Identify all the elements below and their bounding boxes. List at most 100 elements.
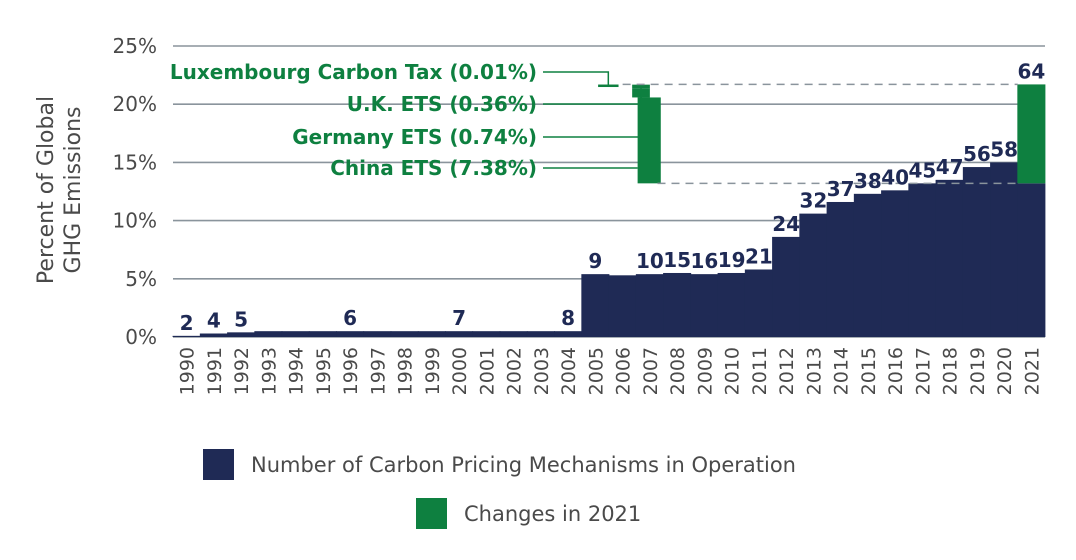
bar-value-label: 16 [690,249,718,273]
bar-2013 [799,213,828,337]
x-tick-label: 2015 [858,347,880,395]
bar-2016 [881,190,910,337]
bar-value-label: 9 [588,249,602,273]
x-tick-label: 1990 [177,347,199,395]
bar-2002 [499,331,528,337]
bar-1994 [281,331,310,337]
x-tick-label: 2011 [749,347,771,395]
bar-2009 [690,274,719,337]
y-tick-label: 0% [125,325,157,349]
x-tick-label: 1999 [422,347,444,395]
bar-value-label: 15 [663,248,691,272]
x-tick-label: 1991 [204,347,226,395]
bar-value-label: 6 [343,306,357,330]
bar-1992 [227,332,256,337]
x-tick-label: 2008 [667,347,689,395]
bar-1990 [172,335,201,337]
y-axis-label-line-1: Percent of Global [34,96,59,284]
bar-2000 [445,331,474,337]
bar-2004 [554,331,583,337]
legend: Number of Carbon Pricing Mechanisms in O… [203,449,796,529]
bar-2007 [635,274,664,337]
change-label: Luxembourg Carbon Tax (0.01%) [170,60,537,84]
bar-1991 [199,333,228,337]
bar-2005 [581,274,610,337]
x-tick-label: 1996 [340,347,362,395]
legend-swatch [203,449,234,480]
x-tick-label: 1993 [258,347,280,395]
bar-value-label: 32 [799,189,827,213]
x-tick-label: 1995 [313,347,335,395]
bar-2015 [853,193,882,337]
y-tick-label: 10% [113,209,157,233]
legend-label: Changes in 2021 [464,502,641,526]
x-tick-label: 2012 [776,347,798,395]
bar-value-label: 2 [180,311,194,335]
bar-value-label: 7 [452,306,466,330]
y-tick-label: 25% [113,34,157,58]
change-bar-0 [637,97,661,184]
bar-value-label: 10 [636,249,664,273]
x-tick-label: 2019 [967,347,989,395]
bar-1995 [308,331,337,337]
x-tick-label: 2005 [585,347,607,395]
x-tick-label: 2014 [831,347,853,395]
change-label: China ETS (7.38%) [330,156,537,180]
x-tick-label: 2002 [504,347,526,395]
bar-value-label: 64 [1017,59,1045,83]
bar-2012 [772,236,801,337]
x-tick-label: 1997 [367,347,389,395]
bars [172,162,1046,337]
bar-value-label: 19 [718,248,746,272]
bar-value-label: 5 [234,307,248,331]
x-tick-label: 2000 [449,347,471,395]
bar-value-label: 37 [827,177,855,201]
x-tick-label: 2013 [803,347,825,395]
x-tick-label: 2004 [558,347,580,395]
x-tick-label: 2020 [994,347,1016,395]
x-tick-label: 2009 [694,347,716,395]
bar-1993 [254,331,283,337]
x-tick-label: 2021 [1021,347,1043,395]
bar-value-label: 56 [963,142,991,166]
bar-value-label: 47 [936,155,964,179]
x-tick-label: 2003 [531,347,553,395]
bar-value-label: 4 [207,309,221,333]
bar-2017 [908,183,937,337]
bar-value-label: 40 [881,165,909,189]
bar-value-label: 21 [745,244,773,268]
x-tick-label: 1998 [395,347,417,395]
x-tick-label: 2007 [640,347,662,395]
y-tick-label: 15% [113,150,157,174]
bar-1997 [363,331,392,337]
bar-value-label: 45 [908,158,936,182]
x-tick-label: 2006 [613,347,635,395]
bar-2014 [826,201,855,337]
bar-2018 [935,179,964,337]
bar-2006 [608,275,637,337]
bar-2021-change [1017,84,1046,184]
bar-1998 [390,331,419,337]
bar-2008 [663,272,692,337]
bar-1996 [336,331,365,337]
x-axis-ticks: 1990 1991 1992 1993 1994 1995 1996 1997 1998 1999… [177,347,1044,395]
leader-line [543,86,642,105]
bar-2020 [990,162,1019,337]
bar-2010 [717,272,746,337]
bar-2001 [472,331,501,337]
x-tick-label: 1992 [231,347,253,395]
bar-value-label: 38 [854,169,882,193]
bar-2021 [1017,183,1046,337]
bar-value-label: 24 [772,212,800,236]
leader-line [543,93,642,138]
y-tick-label: 5% [125,267,157,291]
bar-2011 [744,269,773,337]
bar-2003 [526,331,555,337]
bar-value-label: 58 [990,137,1018,161]
x-tick-label: 2016 [885,347,907,395]
x-tick-label: 2018 [940,347,962,395]
bar-value-label: 8 [561,306,575,330]
x-tick-label: 2001 [476,347,498,395]
